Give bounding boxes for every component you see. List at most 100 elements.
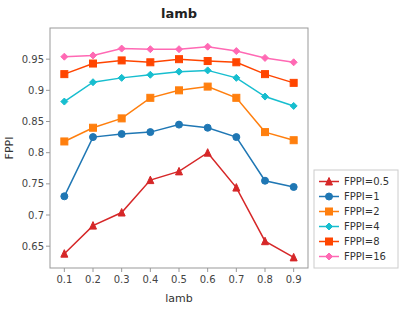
data-point <box>233 94 240 101</box>
x-tick-label: 0.1 <box>56 274 72 285</box>
data-point <box>290 59 297 66</box>
chart: lamblambFPPI0.10.20.30.40.50.60.70.80.90… <box>0 0 400 310</box>
y-tick <box>46 246 50 247</box>
legend-marker <box>326 178 333 186</box>
legend-label: FPPI=4 <box>344 221 380 232</box>
data-point <box>290 253 297 260</box>
data-point <box>233 74 240 81</box>
x-tick <box>93 268 94 272</box>
data-point <box>290 79 297 86</box>
legend-marker <box>326 208 333 215</box>
series-line <box>64 153 293 258</box>
data-point <box>204 83 211 90</box>
legend-marker <box>326 238 333 245</box>
data-point <box>262 71 269 78</box>
data-point <box>61 250 68 257</box>
y-tick <box>46 183 50 184</box>
data-point <box>118 130 125 137</box>
data-point <box>61 193 68 200</box>
data-point <box>176 121 183 128</box>
data-point <box>176 46 183 53</box>
data-point <box>262 54 269 61</box>
x-tick <box>179 268 180 272</box>
legend-marker <box>326 253 333 260</box>
legend-label: FPPI=0.5 <box>344 176 389 187</box>
legend-marker <box>326 223 333 230</box>
data-point <box>147 59 154 66</box>
data-point <box>118 209 125 217</box>
series-line <box>64 87 293 142</box>
data-point <box>61 71 68 78</box>
y-tick-label: 0.75 <box>22 178 44 189</box>
data-point <box>118 115 125 122</box>
data-point <box>204 67 211 74</box>
data-point <box>147 71 154 78</box>
legend-label: FPPI=2 <box>344 206 380 217</box>
data-point <box>118 45 125 52</box>
x-axis-label: lamb <box>165 292 193 305</box>
data-point <box>176 56 183 63</box>
data-point <box>176 87 183 94</box>
data-point <box>61 53 68 60</box>
x-tick-label: 0.9 <box>286 274 302 285</box>
x-tick <box>150 268 151 272</box>
data-point <box>147 176 154 184</box>
x-tick-label: 0.6 <box>200 274 216 285</box>
x-tick-label: 0.7 <box>228 274 244 285</box>
legend-label: FPPI=16 <box>344 251 386 262</box>
y-tick-label: 0.85 <box>22 116 44 127</box>
x-tick-label: 0.3 <box>114 274 130 285</box>
data-point <box>147 46 154 53</box>
data-point <box>176 68 183 75</box>
data-point <box>290 137 297 144</box>
y-tick <box>46 121 50 122</box>
y-tick-label: 0.95 <box>22 54 44 65</box>
data-point <box>233 184 240 192</box>
y-tick <box>46 215 50 216</box>
data-point <box>118 57 125 64</box>
y-tick <box>46 59 50 60</box>
data-point <box>176 167 183 175</box>
y-tick-label: 0.65 <box>22 241 44 252</box>
legend-label: FPPI=8 <box>344 236 380 247</box>
data-point <box>262 237 269 245</box>
legend: FPPI=0.5 FPPI=1 FPPI=2 FPPI=4 FPPI=8 FPPI=16 <box>314 170 398 268</box>
data-point <box>90 134 97 141</box>
data-point <box>290 183 297 190</box>
data-point <box>61 138 68 145</box>
x-tick <box>236 268 237 272</box>
x-tick <box>293 268 294 272</box>
x-tick-label: 0.2 <box>85 274 101 285</box>
data-point <box>90 222 97 230</box>
data-point <box>262 129 269 136</box>
x-tick-label: 0.8 <box>257 274 273 285</box>
data-point <box>147 129 154 136</box>
data-point <box>204 124 211 131</box>
y-tick-label: 0.8 <box>28 147 44 158</box>
data-point <box>204 149 211 157</box>
title: lamb <box>161 6 197 21</box>
data-point <box>290 102 297 109</box>
series-line <box>64 125 293 197</box>
data-point <box>118 74 125 81</box>
y-tick-label: 0.9 <box>28 85 44 96</box>
data-point <box>204 43 211 50</box>
legend-marker <box>326 193 333 200</box>
y-tick-label: 0.7 <box>28 210 44 221</box>
y-tick <box>46 90 50 91</box>
data-point <box>233 59 240 66</box>
data-point <box>90 124 97 131</box>
plot-area <box>61 43 297 261</box>
data-point <box>90 52 97 59</box>
plot-frame <box>50 28 308 268</box>
data-point <box>233 134 240 141</box>
legend-frame <box>314 170 398 268</box>
x-tick-label: 0.4 <box>142 274 158 285</box>
legend-label: FPPI=1 <box>344 191 380 202</box>
data-point <box>262 93 269 100</box>
data-point <box>90 60 97 67</box>
data-point <box>204 58 211 65</box>
y-tick <box>46 152 50 153</box>
x-tick <box>64 268 65 272</box>
data-point <box>147 94 154 101</box>
